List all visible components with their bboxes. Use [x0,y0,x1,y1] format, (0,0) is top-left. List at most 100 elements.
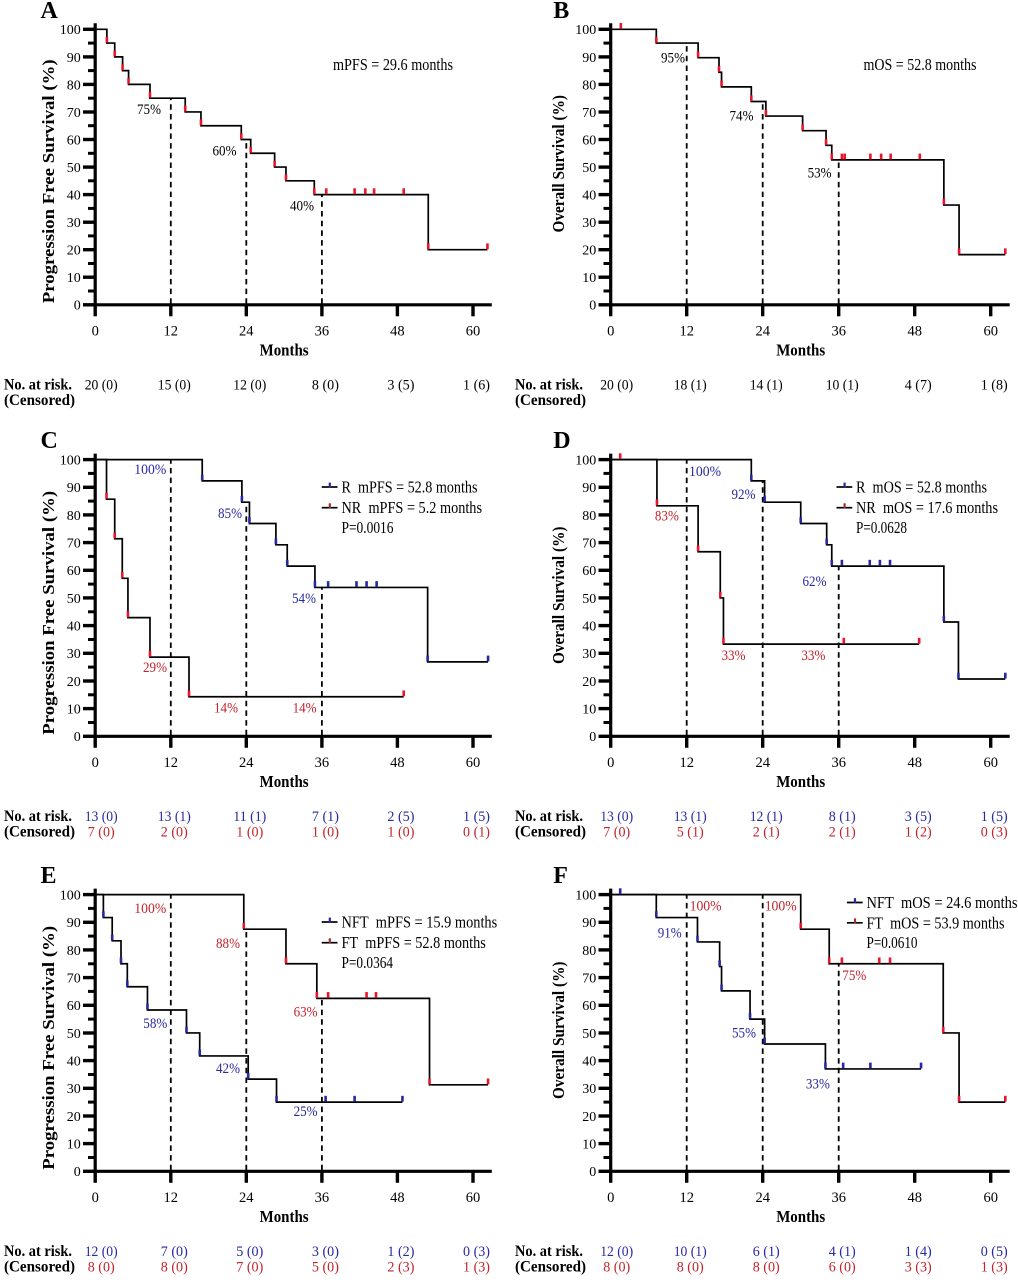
svg-text:13 (0): 13 (0) [600,809,633,825]
svg-text:90: 90 [67,481,81,496]
svg-text:60: 60 [983,755,998,771]
svg-text:24: 24 [755,755,770,771]
svg-text:20 (0): 20 (0) [85,378,118,394]
svg-text:90: 90 [582,916,596,931]
svg-text:P=0.0364: P=0.0364 [342,953,394,972]
svg-text:0: 0 [74,1165,81,1180]
svg-text:mPFS = 29.6 months: mPFS = 29.6 months [333,55,453,74]
svg-text:60: 60 [582,133,596,148]
svg-text:B: B [553,0,569,24]
svg-text:5 (0): 5 (0) [236,1244,263,1260]
svg-text:0 (1): 0 (1) [463,825,490,841]
svg-text:90: 90 [67,916,81,931]
svg-text:No. at risk.: No. at risk. [515,808,583,825]
svg-text:5 (0): 5 (0) [312,1260,339,1276]
svg-text:10: 10 [582,703,596,718]
svg-text:1 (0): 1 (0) [236,825,263,841]
svg-text:90: 90 [67,51,81,66]
svg-text:P=0.0016: P=0.0016 [342,518,394,537]
svg-text:36: 36 [831,323,846,339]
svg-text:30: 30 [67,216,81,231]
svg-text:0: 0 [589,1165,596,1180]
svg-text:A: A [41,0,59,24]
svg-text:4 (1): 4 (1) [829,1244,856,1260]
svg-text:1 (6): 1 (6) [463,378,490,394]
svg-text:8 (0): 8 (0) [88,1260,115,1276]
svg-text:36: 36 [315,755,330,771]
svg-text:No. at risk.: No. at risk. [4,1243,72,1260]
svg-text:(Censored): (Censored) [4,392,75,409]
svg-text:1 (2): 1 (2) [905,825,932,841]
svg-text:24: 24 [755,323,770,339]
svg-text:100%: 100% [134,462,166,478]
svg-text:10: 10 [67,271,81,286]
svg-text:4 (7): 4 (7) [905,378,932,394]
svg-text:0 (3): 0 (3) [463,1244,490,1260]
svg-text:20: 20 [582,1110,596,1125]
svg-text:8 (0): 8 (0) [753,1260,780,1276]
svg-text:14%: 14% [214,700,238,716]
svg-text:20: 20 [67,1110,81,1125]
svg-text:15 (0): 15 (0) [158,378,191,394]
svg-text:55%: 55% [732,1025,756,1041]
svg-text:13 (1): 13 (1) [674,809,707,825]
svg-text:30: 30 [582,216,596,231]
svg-text:100: 100 [60,23,81,38]
svg-text:0 (5): 0 (5) [981,1244,1008,1260]
svg-text:33%: 33% [722,648,746,664]
svg-text:R mPFS = 52.8 months: R mPFS = 52.8 months [342,478,478,497]
svg-text:F: F [553,863,568,889]
svg-text:Progression Free Survival (%): Progression Free Survival (%) [39,59,58,303]
svg-text:FT mPFS = 52.8 months: FT mPFS = 52.8 months [342,933,486,952]
svg-text:90: 90 [582,481,596,496]
svg-text:50: 50 [67,1027,81,1042]
svg-text:8 (0): 8 (0) [312,378,339,394]
svg-text:24: 24 [755,1190,770,1206]
svg-text:100%: 100% [765,898,797,914]
svg-text:Months: Months [260,1207,309,1226]
svg-text:70: 70 [67,972,81,987]
svg-text:0: 0 [74,299,81,314]
svg-text:20: 20 [582,244,596,259]
svg-text:FT mOS = 53.9 months: FT mOS = 53.9 months [867,913,1005,932]
svg-text:70: 70 [582,972,596,987]
svg-text:91%: 91% [658,926,682,942]
svg-text:2 (1): 2 (1) [753,825,780,841]
svg-text:No. at risk.: No. at risk. [515,1243,583,1260]
svg-text:1 (5): 1 (5) [463,809,490,825]
svg-text:5 (1): 5 (1) [677,825,704,841]
svg-text:60%: 60% [213,144,237,160]
svg-text:NFT mPFS = 15.9 months: NFT mPFS = 15.9 months [342,913,498,932]
svg-text:Months: Months [776,340,825,359]
svg-text:18 (1): 18 (1) [674,378,707,394]
svg-text:100: 100 [575,454,596,469]
svg-text:60: 60 [67,564,81,579]
svg-text:0: 0 [92,1190,99,1206]
svg-text:30: 30 [582,647,596,662]
svg-text:1 (3): 1 (3) [981,1260,1008,1276]
svg-text:50: 50 [582,1027,596,1042]
svg-text:0: 0 [92,323,99,339]
svg-text:1 (8): 1 (8) [981,378,1008,394]
svg-text:60: 60 [983,1190,998,1206]
svg-text:80: 80 [67,78,81,93]
svg-text:75%: 75% [842,968,866,984]
svg-text:1 (5): 1 (5) [981,809,1008,825]
svg-text:75%: 75% [137,102,161,118]
svg-text:R mOS = 52.8 months: R mOS = 52.8 months [856,478,987,497]
svg-text:60: 60 [582,999,596,1014]
svg-text:36: 36 [831,755,846,771]
svg-text:0: 0 [607,755,614,771]
svg-text:6 (1): 6 (1) [753,1244,780,1260]
svg-text:80: 80 [67,509,81,524]
svg-text:54%: 54% [292,591,316,607]
svg-text:92%: 92% [732,487,756,503]
svg-text:60: 60 [67,133,81,148]
svg-text:100%: 100% [689,464,721,480]
svg-text:60: 60 [466,323,481,339]
svg-text:70: 70 [582,537,596,552]
svg-text:14 (1): 14 (1) [750,378,783,394]
svg-text:7 (0): 7 (0) [603,825,630,841]
svg-text:Months: Months [260,772,309,791]
svg-text:40: 40 [582,620,596,635]
